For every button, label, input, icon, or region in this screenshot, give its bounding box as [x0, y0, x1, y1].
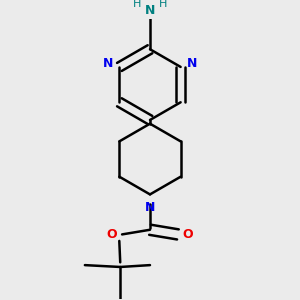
Text: N: N	[187, 57, 197, 70]
Text: O: O	[183, 228, 194, 241]
Text: N: N	[103, 57, 113, 70]
Text: H: H	[133, 0, 141, 9]
Text: N: N	[145, 4, 155, 17]
Text: N: N	[145, 201, 155, 214]
Text: O: O	[106, 228, 117, 241]
Text: H: H	[159, 0, 167, 9]
